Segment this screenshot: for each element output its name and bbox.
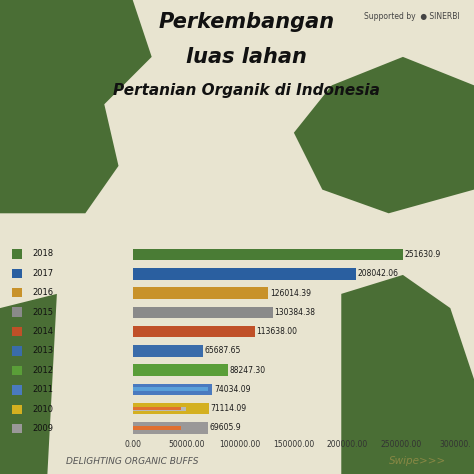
Bar: [133, 365, 228, 376]
Polygon shape: [294, 57, 474, 213]
Text: 74034.09: 74034.09: [214, 385, 250, 394]
Polygon shape: [0, 0, 152, 213]
Text: 113638.00: 113638.00: [256, 327, 297, 336]
Text: 2011: 2011: [32, 385, 53, 394]
Text: Swipe>>>: Swipe>>>: [389, 456, 446, 466]
Text: 2017: 2017: [32, 269, 54, 278]
Bar: [133, 345, 203, 356]
Bar: [133, 387, 208, 392]
Bar: [133, 407, 185, 410]
Bar: [133, 307, 273, 318]
Bar: [133, 326, 255, 337]
Text: 251630.9: 251630.9: [405, 250, 441, 259]
Text: Perkembangan: Perkembangan: [158, 12, 335, 32]
Bar: [133, 383, 212, 395]
Text: luas lahan: luas lahan: [186, 47, 307, 67]
Text: 88247.30: 88247.30: [229, 365, 265, 374]
Text: 2009: 2009: [32, 424, 53, 433]
Text: 208042.06: 208042.06: [358, 269, 399, 278]
Text: 2014: 2014: [32, 327, 53, 336]
Bar: [133, 268, 356, 280]
Bar: [133, 408, 181, 410]
Text: 2010: 2010: [32, 405, 53, 414]
Bar: [133, 403, 209, 414]
Text: 65687.65: 65687.65: [205, 346, 241, 356]
Text: Supported by  ● SINERBI: Supported by ● SINERBI: [364, 12, 460, 21]
Bar: [133, 249, 403, 261]
Text: 2018: 2018: [32, 249, 54, 258]
Text: 71114.09: 71114.09: [211, 404, 247, 413]
Text: 69605.9: 69605.9: [209, 423, 241, 432]
Text: 2012: 2012: [32, 366, 53, 375]
Text: 2013: 2013: [32, 346, 54, 356]
Text: DELIGHTING ORGANIC BUFFS: DELIGHTING ORGANIC BUFFS: [66, 457, 199, 466]
Text: 130384.38: 130384.38: [274, 308, 315, 317]
Polygon shape: [341, 275, 474, 474]
Text: 2016: 2016: [32, 288, 54, 297]
Bar: [133, 287, 268, 299]
Bar: [133, 422, 208, 434]
Text: Pertanian Organik di Indonesia: Pertanian Organik di Indonesia: [113, 83, 380, 98]
Polygon shape: [0, 294, 57, 474]
Bar: [133, 426, 181, 430]
Text: 126014.39: 126014.39: [270, 289, 311, 298]
Text: 2015: 2015: [32, 308, 53, 317]
